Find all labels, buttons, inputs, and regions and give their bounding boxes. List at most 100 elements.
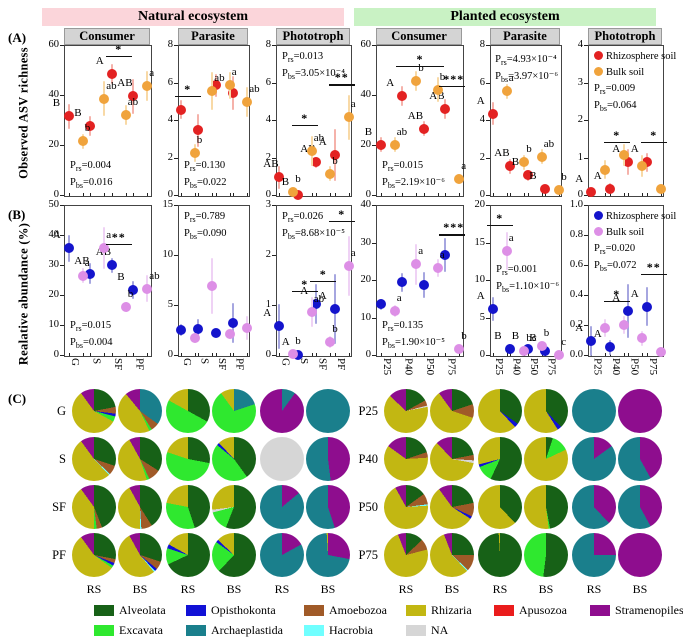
- plot-body: 02468ABBABAbabba***Prs=0.013Pbs=3.05×10⁻…: [254, 39, 356, 201]
- data-point-bulk: [343, 112, 354, 123]
- x-tick-label: P50: [527, 358, 540, 376]
- pie-chart-consumer-SF-BS: [118, 485, 162, 529]
- x-tick-mark: [82, 193, 84, 196]
- pie-row-label: P25: [358, 403, 378, 418]
- point-letter: A: [630, 287, 639, 300]
- y-tick-mark: [174, 82, 178, 84]
- point-letter: b: [196, 133, 203, 146]
- y-tick-mark: [584, 45, 588, 46]
- data-point-bulk: [536, 151, 547, 162]
- plot-body: 0.0 0.2 0.4 0.6 0.8 1.0 A A A A * ** Rhizosphere soi…: [566, 199, 676, 360]
- significance-label: *: [338, 207, 346, 221]
- pie-chart-consumer-P75-BS: [430, 533, 474, 577]
- y-tick-mark: [486, 205, 490, 206]
- x-tick-mark: [90, 193, 92, 196]
- y-tick-mark: [272, 45, 276, 46]
- y-tick-label: 1: [577, 151, 583, 163]
- pie-row-PF: PF: [42, 533, 350, 577]
- pie-col-label-pair-phototroph: RS BS: [260, 582, 350, 597]
- x-tick-mark: [311, 193, 313, 196]
- y-tick-label: 0.6: [569, 259, 583, 270]
- data-point-rhizosphere: [418, 279, 429, 290]
- excavata-swatch-icon: [94, 625, 114, 636]
- x-tick-label: P50: [423, 358, 436, 376]
- pie-pair-phototroph: [572, 389, 662, 433]
- y-axis: 0 1 2 3 4: [566, 39, 588, 200]
- pie-col-label: BS: [632, 581, 648, 596]
- pie-pair-phototroph: [572, 533, 662, 577]
- planted-ecosystem-header: Planted ecosystem: [354, 8, 656, 26]
- data-point-rhizosphere: [540, 183, 551, 194]
- significance-bar: [640, 273, 667, 275]
- y-tick-mark: [372, 95, 376, 96]
- data-point-rhizosphere: [487, 303, 498, 314]
- p-rs-value: Prs=0.789: [184, 211, 226, 225]
- point-letter: b: [332, 323, 338, 335]
- y-tick-label: 2: [479, 151, 485, 163]
- y-tick-label: 0: [479, 189, 485, 200]
- y-tick-mark: [584, 325, 588, 326]
- y-tick-label: 2: [265, 249, 271, 260]
- data-point-rhizosphere: [193, 324, 204, 334]
- pie-pair-consumer: [72, 389, 162, 433]
- data-point-rhizosphere: [128, 285, 139, 295]
- pie-col-label-pair-consumer: RS BS: [72, 582, 162, 597]
- pie-chart-consumer-P25-RS: [384, 389, 428, 433]
- data-point-rhizosphere: [604, 342, 615, 352]
- y-tick-label: 10: [48, 319, 60, 330]
- significance-bar: [640, 141, 667, 144]
- y-tick-label: 4: [479, 114, 485, 125]
- p-rs-value: Prs=0.013: [282, 51, 324, 65]
- legend-empty-cell: [494, 623, 590, 638]
- panel-a-gutter: (A) Observed ASV richness: [6, 28, 42, 197]
- y-tick-label: 60: [48, 39, 60, 50]
- point-letter: ab: [127, 95, 139, 108]
- x-tick-mark: [646, 353, 648, 356]
- x-tick-label: P25: [492, 358, 505, 376]
- data-point-rhizosphere: [586, 336, 597, 346]
- point-letter: b: [526, 143, 532, 156]
- data-point-bulk: [637, 333, 648, 343]
- point-letter: A: [95, 54, 104, 67]
- p-bs-value: Pbs=0.022: [184, 176, 227, 190]
- y-tick-label: 0: [53, 189, 59, 200]
- significance-label: ***: [443, 220, 465, 235]
- legend-label: Excavata: [119, 623, 163, 637]
- legend-label: Amoebozoa: [329, 603, 387, 617]
- x-tick-label: S: [297, 358, 310, 365]
- panel-b-row: (B) Realative abundance (%) 0 10 20 30 40 50 A…: [6, 199, 683, 383]
- significance-bar: [174, 95, 201, 98]
- pie-row-P25: P25: [354, 389, 662, 433]
- x-tick-mark: [330, 193, 332, 196]
- stats-text: Prs=0.004 Pbs=0.016: [70, 158, 113, 192]
- stats-text: Rhizosphere soil Bulk soil Prs=0.009 Pbs=0.…: [594, 49, 676, 115]
- y-tick-label: 60: [360, 39, 372, 50]
- y-tick-mark: [584, 195, 588, 196]
- x-tick-label: P75: [646, 358, 659, 376]
- pie-col-label: BS: [320, 581, 336, 596]
- x-tick-mark: [402, 193, 404, 196]
- pie-pair-phototroph: [260, 389, 350, 433]
- pie-chart-parasite-SF-BS: [212, 485, 256, 529]
- point-letter: A: [612, 292, 621, 304]
- x-tick-mark: [125, 193, 127, 196]
- pie-chart-phototroph-P40-BS: [618, 437, 662, 481]
- y-tick-label: 20: [360, 139, 372, 150]
- y-tick-mark: [372, 280, 376, 281]
- point-letter: a: [106, 229, 112, 241]
- y-axis: 0 10 20 30 40 50: [42, 199, 64, 360]
- x-tick-label: P25: [591, 358, 604, 376]
- data-point-rhizosphere: [63, 111, 74, 121]
- y-tick-label: 0.8: [569, 229, 583, 240]
- legend-label: Stramenopiles: [615, 603, 683, 617]
- x-tick-mark: [125, 353, 127, 356]
- y-axis: 0.0 0.2 0.4 0.6 0.8 1.0: [566, 199, 588, 360]
- x-tick-mark: [194, 193, 196, 196]
- y-tick-mark: [486, 157, 490, 159]
- p-rs-value: Prs=0.009: [594, 82, 636, 96]
- data-point-rhizosphere: [329, 303, 340, 314]
- y-tick-label: 6: [167, 76, 173, 88]
- y-tick-mark: [60, 205, 64, 206]
- significance-bar: [105, 243, 132, 245]
- point-letter: A: [476, 94, 485, 107]
